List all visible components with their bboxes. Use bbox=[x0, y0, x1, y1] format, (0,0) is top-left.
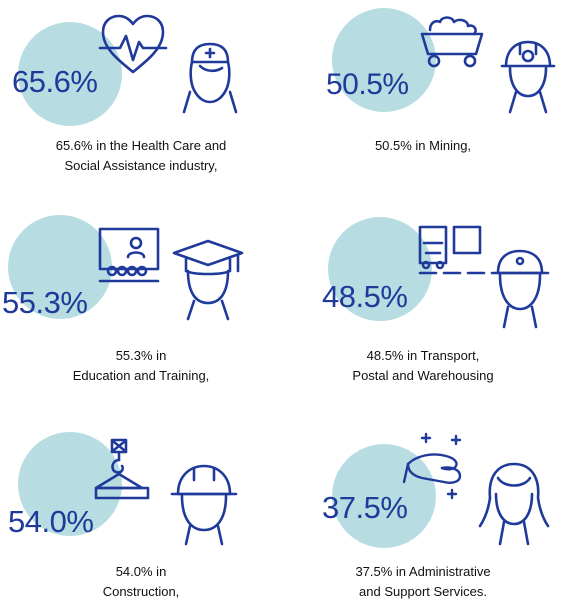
stat-caption: 48.5% in Transport, Postal and Warehousi… bbox=[282, 346, 564, 386]
miner-icon bbox=[496, 36, 560, 114]
stat-card-construction: 54.0% 54.0% in Construction, bbox=[0, 410, 282, 602]
caption-line-2: Construction, bbox=[102, 584, 180, 599]
caption-line-2: Social Assistance industry, bbox=[64, 158, 218, 173]
background-circle bbox=[332, 444, 436, 548]
caption-line-2: and Support Services. bbox=[359, 584, 487, 599]
background-circle bbox=[8, 215, 112, 319]
stat-percent: 65.6% bbox=[12, 64, 98, 99]
stat-card-health-care: 65.6% 65.6% in the Health Care and Socia… bbox=[0, 0, 282, 200]
heart-rate-icon bbox=[98, 12, 168, 76]
stat-caption: 55.3% in Education and Training, bbox=[0, 346, 282, 386]
caption-line-1: 55.3% in bbox=[115, 348, 167, 363]
stat-percent: 48.5% bbox=[322, 279, 408, 314]
background-circle bbox=[328, 217, 432, 321]
stat-percent: 37.5% bbox=[322, 490, 408, 525]
graduate-icon bbox=[168, 237, 248, 321]
caption-line-1: 48.5% in Transport, bbox=[366, 348, 480, 363]
mine-cart-icon bbox=[418, 14, 488, 70]
caption-line-1: 50.5% in Mining, bbox=[374, 138, 472, 153]
stat-card-mining: 50.5% 50.5% in Mining, bbox=[282, 0, 564, 200]
stat-percent: 50.5% bbox=[326, 68, 409, 101]
stat-card-education: 55.3% 55.3% in Education and Training, bbox=[0, 205, 282, 405]
stat-caption: 54.0% in Construction, bbox=[0, 562, 282, 602]
admin-worker-icon bbox=[478, 458, 550, 546]
construction-worker-icon bbox=[168, 460, 240, 546]
cleaning-hand-icon bbox=[402, 432, 474, 502]
caption-line-2: Education and Training, bbox=[72, 368, 210, 383]
stat-caption: 50.5% in Mining, bbox=[282, 136, 564, 156]
stat-caption: 65.6% in the Health Care and Social Assi… bbox=[0, 136, 282, 176]
truck-icon bbox=[416, 223, 488, 279]
caption-line-1: 65.6% in the Health Care and bbox=[55, 138, 227, 153]
delivery-worker-icon bbox=[488, 245, 552, 329]
crane-hook-icon bbox=[92, 438, 154, 504]
stat-percent: 54.0% bbox=[8, 504, 94, 539]
background-circle bbox=[332, 8, 436, 112]
stat-card-transport: 48.5% 48.5% in Transport, Postal and War… bbox=[282, 205, 564, 405]
stat-card-administrative: 37.5% 37.5% in Administrative and Suppor… bbox=[282, 410, 564, 602]
caption-line-1: 54.0% in bbox=[115, 564, 167, 579]
stat-percent: 55.3% bbox=[2, 285, 88, 320]
stat-caption: 37.5% in Administrative and Support Serv… bbox=[282, 562, 564, 602]
caption-line-2: Postal and Warehousing bbox=[352, 368, 494, 383]
classroom-icon bbox=[96, 225, 162, 285]
caption-line-1: 37.5% in Administrative bbox=[355, 564, 491, 579]
nurse-icon bbox=[178, 40, 242, 114]
